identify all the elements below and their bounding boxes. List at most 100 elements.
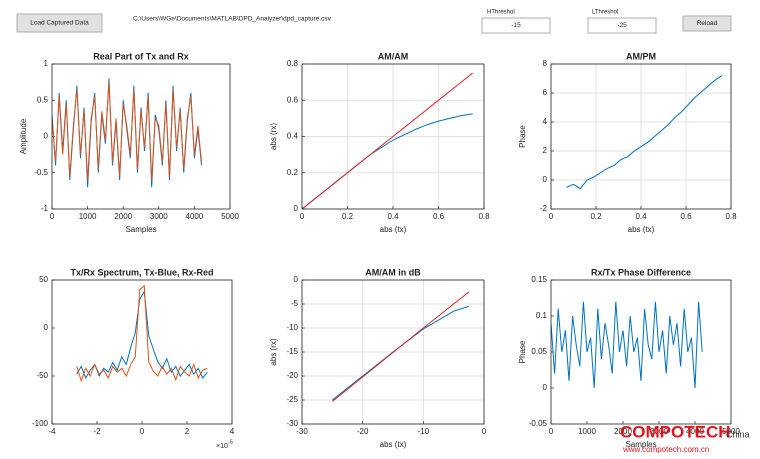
y-tick-label: -0.5	[34, 168, 48, 177]
y-tick-label: -1	[41, 204, 49, 213]
series-line	[52, 82, 203, 181]
x-axis-label: Samples	[125, 225, 156, 234]
y-tick-label: 0.6	[287, 95, 299, 104]
button-face	[682, 15, 732, 32]
lthreshold-label: LThreshol	[592, 10, 618, 16]
x-tick-label: 4000	[686, 427, 704, 436]
y-axis-label: abs (rx)	[269, 123, 278, 150]
x-tick-label: 0.2	[590, 212, 602, 221]
x-axis-label: Samples	[625, 440, 656, 449]
button-label: Reload	[697, 20, 718, 27]
input-value: -15	[511, 22, 521, 29]
watermark-brand: COMPOTECH	[620, 422, 731, 441]
y-tick-label: 0	[543, 175, 548, 184]
x-tick-label: 2	[185, 427, 190, 436]
y-tick-label: 4	[543, 117, 548, 126]
y-tick-label: -25	[286, 395, 298, 404]
x-tick-label: 5000	[221, 212, 239, 221]
watermark: COMPOTECH China www.compotech.com.cn	[620, 422, 750, 454]
x-tick-label: 1000	[578, 427, 596, 436]
y-tick-label: 0.2	[287, 168, 299, 177]
plot-area	[52, 280, 232, 424]
x-tick-label: -4	[48, 427, 56, 436]
series-group	[76, 284, 208, 383]
chart: 0 1000 2000 3000 4000 5000-0.0500.050.10.15Rx…	[518, 267, 740, 449]
y-tick-label: 8	[543, 59, 548, 68]
x-tick-label: 2000	[114, 212, 132, 221]
plot-frame	[51, 279, 233, 425]
input-box	[481, 17, 551, 34]
series-group	[302, 72, 473, 209]
y-tick-label: -20	[286, 371, 298, 380]
y-axis-label: abs (rx)	[269, 338, 278, 365]
input-value: -25	[617, 22, 627, 29]
chart-title: AM/AM in dB	[365, 267, 421, 277]
y-axis-label: Amplitude	[19, 118, 28, 154]
x-tick-label: -20	[357, 427, 369, 436]
y-tick-label: 6	[543, 88, 548, 97]
y-tick-label: 0	[294, 275, 299, 284]
series-group	[52, 78, 203, 188]
series-line	[76, 289, 208, 380]
y-tick-label: -30	[286, 419, 298, 428]
series-line	[566, 75, 723, 190]
series-line	[302, 72, 473, 209]
x-tick-label: -2	[93, 427, 101, 436]
y-tick-label: -100	[32, 419, 49, 428]
x-tick-label: 2000	[614, 427, 632, 436]
x-tick-label: 0.4	[635, 212, 647, 221]
x-multiplier: ×10	[216, 443, 228, 450]
series-group	[566, 75, 723, 190]
x-tick-label: 0.8	[478, 212, 490, 221]
watermark-url: www.compotech.com.cn	[622, 445, 709, 454]
lthreshold-input[interactable]: -25	[587, 17, 657, 34]
x-tick-label: 0	[300, 212, 305, 221]
series-group	[551, 301, 703, 389]
y-tick-label: -50	[36, 371, 48, 380]
plot-area	[551, 280, 731, 424]
x-axis-label: abs (tx)	[380, 440, 407, 449]
plot-frame	[51, 63, 231, 210]
chart-title: AM/PM	[626, 51, 656, 61]
watermark-region: China	[726, 429, 750, 439]
x-multiplier-exponent: -5	[228, 439, 233, 445]
y-tick-label: 0.15	[531, 275, 547, 284]
plot-frame	[550, 63, 732, 210]
x-tick-label: 0.4	[387, 212, 399, 221]
y-axis-label: Phase	[518, 125, 527, 148]
series-group	[332, 291, 470, 402]
y-tick-label: 0.05	[531, 347, 547, 356]
x-tick-label: 3000	[650, 427, 668, 436]
x-tick-label: -30	[296, 427, 308, 436]
plot-frame	[550, 279, 732, 425]
load-button[interactable]: Load Captured Data	[16, 13, 103, 33]
x-tick-label: -10	[418, 427, 430, 436]
button-label: Load Captured Data	[30, 20, 89, 27]
y-tick-label: 0	[44, 132, 49, 141]
hthreshold-input[interactable]: -15	[481, 17, 551, 34]
chart-title: AM/AM	[378, 51, 409, 61]
x-tick-label: 0.2	[342, 212, 354, 221]
y-tick-label: 2	[543, 146, 548, 155]
reload-button[interactable]: Reload	[682, 15, 732, 32]
x-tick-label: 3000	[150, 212, 168, 221]
y-tick-label: 0.1	[536, 311, 548, 320]
y-tick-label: 0.4	[287, 132, 299, 141]
x-axis-label: abs (tx)	[380, 225, 407, 234]
plot-frame	[301, 279, 485, 425]
x-tick-label: 0	[482, 427, 487, 436]
x-tick-label: 0.6	[680, 212, 692, 221]
file-path: C:\Users\WGe\Documents\MATLAB\DPD_Analyz…	[133, 16, 332, 23]
x-tick-label: 0	[549, 212, 554, 221]
button-face	[16, 13, 103, 33]
x-tick-label: 0.8	[725, 212, 737, 221]
x-tick-label: 4000	[186, 212, 204, 221]
y-tick-label: 1	[44, 59, 49, 68]
y-tick-label: 0.8	[287, 59, 299, 68]
chart: -4 -2 0 2 4 -100 -50 0 50 Tx/Rx Spectrum, Tx-Blue…	[32, 267, 235, 449]
y-tick-label: 0	[44, 323, 49, 332]
series-line	[76, 284, 208, 383]
